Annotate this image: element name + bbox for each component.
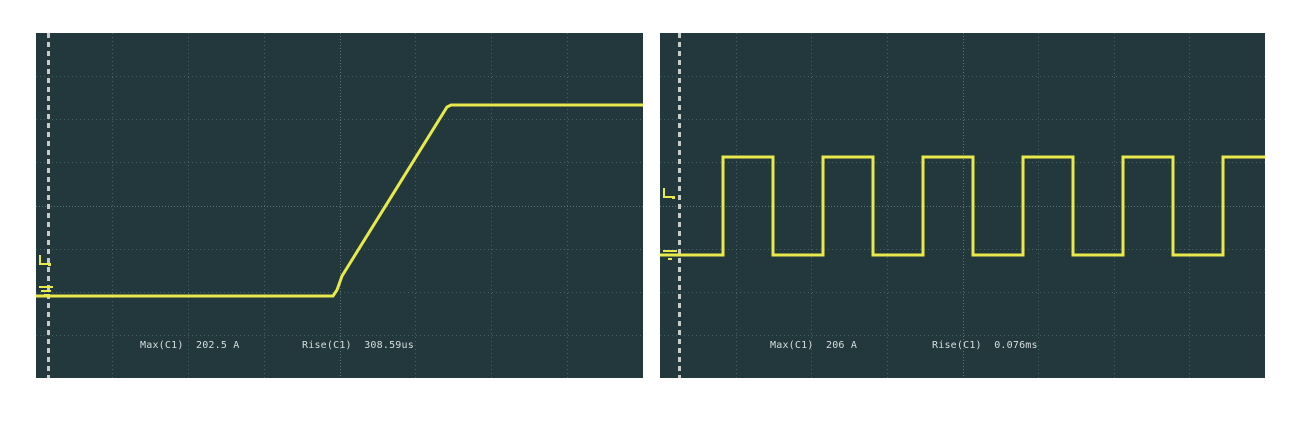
ground-reference-marker[interactable]: [38, 285, 54, 299]
channel-1-marker-icon: [39, 255, 51, 266]
measurement-rise-right: Rise(C1) 0.076ms: [932, 340, 1038, 351]
waveform-trace-C1: [36, 103, 643, 298]
trigger-reference-line[interactable]: [678, 33, 681, 378]
scope-panel-left[interactable]: Max(C1) 202.5 A Rise(C1) 308.59us: [36, 33, 643, 378]
channel-1-marker[interactable]: [38, 254, 52, 270]
ground-reference-marker[interactable]: [662, 249, 678, 263]
measurement-max-left: Max(C1) 202.5 A: [140, 340, 240, 351]
measurement-max-right: Max(C1) 206 A: [770, 340, 858, 351]
ground-icon: [663, 250, 677, 260]
channel-1-marker[interactable]: [662, 187, 676, 203]
ground-icon: [39, 286, 53, 296]
waveform-trace-C1: [660, 155, 1265, 257]
waveform-channel-1: [36, 103, 643, 298]
waveform-channel-1: [660, 155, 1265, 257]
scope-panel-right[interactable]: Max(C1) 206 A Rise(C1) 0.076ms: [660, 33, 1265, 378]
trigger-reference-line[interactable]: [47, 33, 50, 378]
channel-1-marker-icon: [663, 188, 675, 199]
measurement-rise-left: Rise(C1) 308.59us: [302, 340, 414, 351]
